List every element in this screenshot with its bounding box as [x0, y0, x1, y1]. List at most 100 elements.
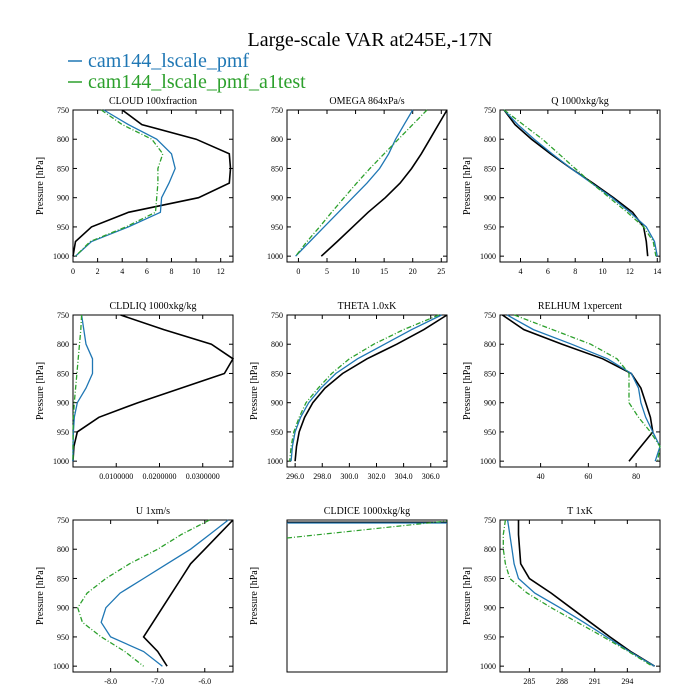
- x-tick-label: 60: [584, 472, 592, 481]
- panel-5: RELHUM 1xpercent Pressure [hPa] 750 800 850 9…: [462, 301, 661, 481]
- panel-frame: [286, 314, 448, 468]
- x-tick-label: -6.0: [198, 677, 211, 686]
- x-tick-label: 8: [573, 267, 577, 276]
- legend-label-0: cam144_lscale_pmf: [88, 50, 249, 72]
- x-tick-label: 306.0: [422, 472, 440, 481]
- panel-frame: [72, 519, 234, 673]
- y-tick-label: 750: [57, 311, 69, 320]
- y-tick-label: 900: [57, 399, 69, 408]
- x-tick-label: 8: [169, 267, 173, 276]
- x-tick-label: 0: [71, 267, 75, 276]
- y-tick-label: 850: [484, 164, 496, 173]
- y-tick-label: 850: [57, 369, 69, 378]
- y-tick-label: 750: [57, 516, 69, 525]
- x-tick-label: 10: [352, 267, 360, 276]
- y-tick-label: 950: [484, 633, 496, 642]
- x-tick-label: 0: [296, 267, 300, 276]
- y-tick-label: 800: [271, 340, 283, 349]
- panel-title: U 1xm/s: [136, 506, 170, 517]
- x-tick-label: 4: [519, 267, 523, 276]
- panel-frame: [72, 314, 234, 468]
- y-tick-label: 1000: [480, 662, 496, 671]
- x-tick-label: 6: [546, 267, 550, 276]
- y-tick-label: 850: [57, 574, 69, 583]
- x-tick-label: 294: [621, 677, 633, 686]
- series-line-2: [514, 314, 661, 462]
- y-tick-label: 950: [484, 223, 496, 232]
- x-tick-label: 0.0200000: [142, 472, 176, 481]
- y-tick-label: 850: [271, 164, 283, 173]
- y-axis-label: Pressure [hPa]: [35, 567, 46, 625]
- y-tick-label: 900: [484, 399, 496, 408]
- y-tick-label: 750: [271, 311, 283, 320]
- panel-2: Q 1000xkg/kg Pressure [hPa] 750 800 850 900 95…: [462, 96, 661, 276]
- x-tick-label: 298.0: [313, 472, 331, 481]
- y-tick-label: 800: [484, 135, 496, 144]
- y-tick-label: 750: [57, 106, 69, 115]
- panel-frame: [499, 109, 661, 263]
- y-axis-label: Pressure [hPa]: [35, 362, 46, 420]
- series-line-0: [72, 314, 235, 462]
- series-line-2: [503, 109, 657, 257]
- series-line-1: [503, 109, 658, 257]
- x-tick-label: -7.0: [151, 677, 164, 686]
- series-line-0: [142, 519, 234, 667]
- legend: cam144_lscale_pmf cam144_lscale_pmf_a1te…: [68, 50, 306, 93]
- cldice-dashed-line: [286, 520, 448, 539]
- y-tick-label: 900: [57, 604, 69, 613]
- y-tick-label: 800: [57, 340, 69, 349]
- panel-frame: [286, 109, 448, 263]
- panel-title: THETA 1.0xK: [338, 301, 397, 312]
- y-axis-label: Pressure [hPa]: [249, 362, 260, 420]
- series-line-2: [295, 109, 428, 257]
- y-tick-label: 900: [484, 604, 496, 613]
- x-tick-label: 291: [589, 677, 601, 686]
- y-tick-label: 950: [57, 223, 69, 232]
- y-tick-label: 900: [484, 194, 496, 203]
- y-tick-label: 750: [484, 311, 496, 320]
- y-tick-label: 850: [484, 369, 496, 378]
- panel-4: THETA 1.0xK Pressure [hPa] 750 800 850 900 950…: [249, 301, 448, 481]
- y-tick-label: 750: [271, 106, 283, 115]
- y-tick-label: 900: [271, 194, 283, 203]
- x-tick-label: 5: [325, 267, 329, 276]
- series-line-0: [501, 314, 654, 462]
- y-tick-label: 800: [57, 135, 69, 144]
- x-tick-label: 10: [192, 267, 200, 276]
- x-tick-label: 10: [599, 267, 607, 276]
- x-tick-label: 40: [537, 472, 545, 481]
- y-tick-label: 800: [484, 340, 496, 349]
- y-tick-label: 800: [271, 135, 283, 144]
- series-line-2: [76, 519, 210, 667]
- y-tick-label: 850: [271, 369, 283, 378]
- y-axis-label: Pressure [hPa]: [462, 362, 473, 420]
- x-tick-label: -8.0: [104, 677, 117, 686]
- y-tick-label: 900: [271, 399, 283, 408]
- y-tick-label: 1000: [53, 457, 69, 466]
- y-tick-label: 1000: [480, 457, 496, 466]
- series-line-1: [290, 314, 442, 462]
- x-tick-label: 12: [626, 267, 634, 276]
- y-tick-label: 950: [271, 223, 283, 232]
- panel-title: T 1xK: [567, 506, 593, 517]
- x-tick-label: 4: [120, 267, 124, 276]
- panel-frame: [286, 519, 448, 673]
- x-tick-label: 302.0: [367, 472, 385, 481]
- x-tick-label: 304.0: [395, 472, 413, 481]
- panel-title: CLDICE 1000xkg/kg: [324, 506, 410, 517]
- x-tick-label: 288: [556, 677, 568, 686]
- panel-title: CLDLIQ 1000xkg/kg: [110, 301, 197, 312]
- panel-title: CLOUD 100xfraction: [109, 96, 197, 107]
- y-tick-label: 950: [57, 428, 69, 437]
- y-tick-label: 850: [57, 164, 69, 173]
- y-tick-label: 850: [484, 574, 496, 583]
- y-tick-label: 950: [57, 633, 69, 642]
- series-line-0: [503, 109, 649, 257]
- panel-0: CLOUD 100xfraction Pressure [hPa] 750 800 85…: [35, 96, 234, 276]
- panel-title: Q 1000xkg/kg: [551, 96, 609, 107]
- series-line-1: [100, 519, 229, 667]
- panel-3: CLDLIQ 1000xkg/kg Pressure [hPa] 750 800 850…: [35, 301, 235, 481]
- x-tick-label: 0.0100000: [99, 472, 133, 481]
- panel-6: U 1xm/s Pressure [hPa] 750 800 850 900 950 1000…: [35, 506, 234, 686]
